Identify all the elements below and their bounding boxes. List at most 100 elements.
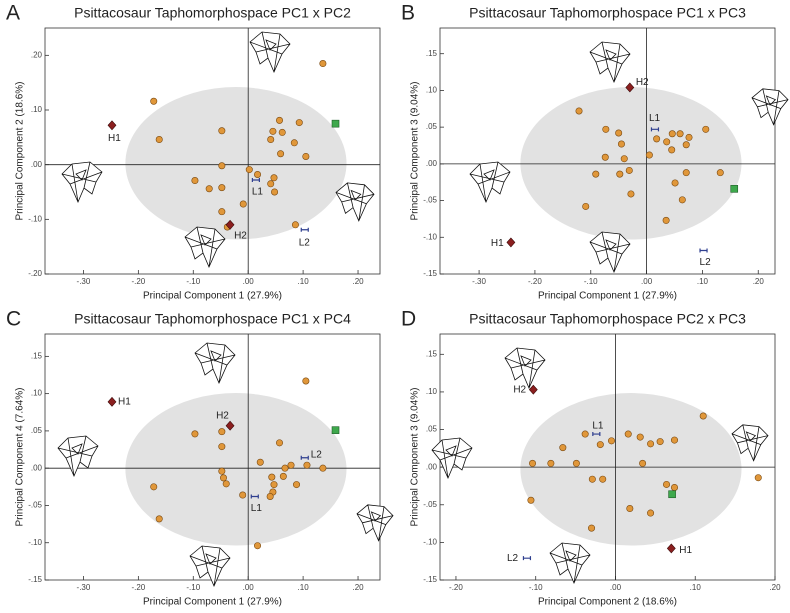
point [245, 166, 253, 174]
point [582, 202, 590, 210]
point [588, 524, 596, 532]
point [663, 138, 671, 146]
confidence-ellipse [125, 87, 347, 240]
point-label: H1 [679, 545, 692, 556]
panel: B Psittacosaur Taphomorphospace PC1 x PC3… [401, 2, 789, 302]
point [592, 432, 601, 437]
point [300, 455, 309, 460]
y-axis-label: Principal Component 2 (18.6%) [15, 82, 26, 221]
chart-title: Psittacosaur Taphomorphospace PC1 x PC3 [469, 5, 746, 21]
skull-drawing [189, 545, 231, 587]
point [269, 127, 277, 135]
point [291, 221, 299, 229]
skull-drawing [731, 424, 769, 462]
point [685, 133, 693, 141]
point [266, 493, 274, 501]
point-label: L2 [507, 553, 519, 564]
skull-drawing [184, 226, 226, 268]
point [225, 219, 235, 230]
point-label: L1 [649, 113, 661, 124]
point [107, 396, 117, 407]
y-tick-label: -.15 [28, 575, 42, 584]
y-tick-label: .00 [31, 463, 43, 472]
skull-drawing [589, 231, 631, 273]
point [596, 441, 604, 449]
y-tick-label: .05 [31, 426, 43, 435]
point [670, 436, 678, 444]
point [300, 227, 309, 232]
y-tick-label: .15 [426, 49, 438, 58]
y-tick-label: -.20 [28, 269, 42, 278]
point [617, 140, 625, 148]
panel-letter: C [6, 308, 21, 331]
point [716, 169, 724, 177]
point [625, 82, 635, 93]
point [625, 166, 633, 174]
point-label: H1 [118, 396, 131, 407]
point [527, 496, 535, 504]
point [668, 130, 676, 138]
point [271, 188, 279, 196]
point [270, 481, 278, 489]
y-tick-label: .05 [426, 122, 438, 131]
x-axis-label: Principal Component 1 (27.9%) [538, 291, 677, 302]
y-tick-label: -.05 [423, 196, 437, 205]
x-tick-label: .10 [697, 277, 709, 286]
skull-drawing [61, 161, 103, 203]
x-tick-label: -.10 [186, 583, 200, 592]
chart-title: Psittacosaur Taphomorphospace PC2 x PC3 [469, 311, 746, 327]
y-tick-label: .10 [31, 389, 43, 398]
point [290, 139, 298, 147]
x-tick-label: .10 [298, 583, 310, 592]
point [668, 146, 676, 154]
x-tick-label: -.10 [529, 583, 543, 592]
point [588, 475, 596, 483]
skull-drawing [549, 542, 591, 584]
point [303, 461, 311, 469]
confidence-ellipse [520, 87, 742, 240]
point [645, 151, 653, 159]
point-label: L2 [700, 257, 712, 268]
x-tick-label: .20 [753, 277, 765, 286]
point [302, 152, 310, 160]
point-label: H1 [108, 133, 121, 144]
plot-frame [44, 27, 381, 275]
y-tick-label: .10 [426, 387, 438, 396]
point [624, 430, 632, 438]
point [222, 480, 230, 488]
x-tick-label: .00 [243, 277, 255, 286]
x-tick-label: .20 [352, 583, 364, 592]
point [293, 481, 301, 489]
y-tick-label: .10 [426, 86, 438, 95]
chart-title: Psittacosaur Taphomorphospace PC1 x PC2 [74, 5, 351, 21]
x-tick-label: .00 [243, 583, 255, 592]
point [250, 494, 259, 499]
point [626, 505, 634, 513]
point [268, 473, 276, 481]
y-tick-label: -.05 [423, 500, 437, 509]
point-label: H2 [216, 410, 229, 421]
point [254, 542, 262, 550]
point [528, 384, 538, 395]
point [275, 439, 283, 447]
point [225, 420, 235, 431]
point [191, 430, 199, 438]
point [218, 443, 226, 451]
point [666, 543, 676, 554]
point [279, 472, 287, 480]
point [636, 433, 644, 441]
y-tick-label: -.15 [423, 575, 437, 584]
point [639, 459, 647, 467]
point [601, 153, 609, 161]
point [191, 177, 199, 185]
x-tick-label: -.10 [186, 277, 200, 286]
y-tick-label: .00 [426, 159, 438, 168]
point [702, 125, 710, 133]
x-tick-label: -.30 [472, 277, 486, 286]
x-tick-label: -.20 [449, 583, 463, 592]
point [319, 60, 327, 68]
point [218, 127, 226, 135]
point [650, 127, 660, 132]
x-tick-label: -.10 [584, 277, 598, 286]
